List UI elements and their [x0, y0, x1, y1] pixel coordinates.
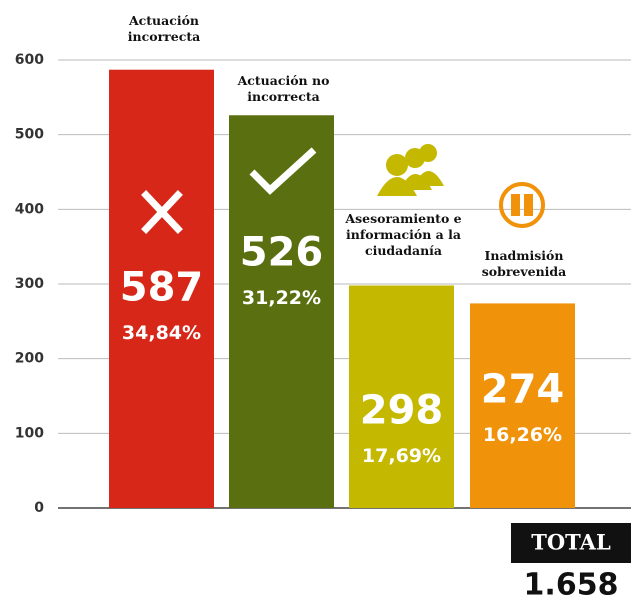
bar: [229, 115, 334, 509]
category-label: Inadmisión sobrevenida: [467, 247, 581, 281]
total-title: TOTAL: [531, 530, 611, 555]
people-icon: [377, 144, 444, 196]
y-tick-label: 200: [15, 351, 44, 367]
bar: [109, 69, 214, 508]
category-label: Asesoramiento e información a la ciudada…: [343, 210, 464, 260]
bar: [470, 303, 575, 508]
y-tick-label: 0: [34, 500, 44, 516]
share-label: 34,84%: [122, 322, 201, 344]
y-tick-label: 300: [15, 276, 44, 292]
category-label: Actuación incorrecta: [112, 12, 216, 46]
share-label: 16,26%: [483, 424, 562, 446]
bars: [109, 69, 575, 509]
pause-icon: [499, 182, 545, 228]
share-label: 31,22%: [242, 287, 321, 309]
y-tick-label: 400: [15, 201, 44, 217]
y-tick-label: 500: [15, 127, 44, 143]
y-tick-label: 600: [15, 52, 44, 68]
check-icon: [249, 147, 317, 195]
value-label: 526: [240, 229, 324, 275]
value-label: 298: [360, 387, 444, 433]
value-label: 587: [120, 265, 204, 311]
x-icon: [141, 190, 183, 234]
bar: [349, 285, 454, 508]
value-label: 274: [481, 366, 565, 412]
y-tick-label: 100: [15, 425, 44, 441]
category-label: Actuación no incorrecta: [224, 72, 343, 106]
share-label: 17,69%: [362, 445, 441, 467]
total-box: [511, 523, 631, 563]
total-value: 1.658: [524, 568, 619, 603]
